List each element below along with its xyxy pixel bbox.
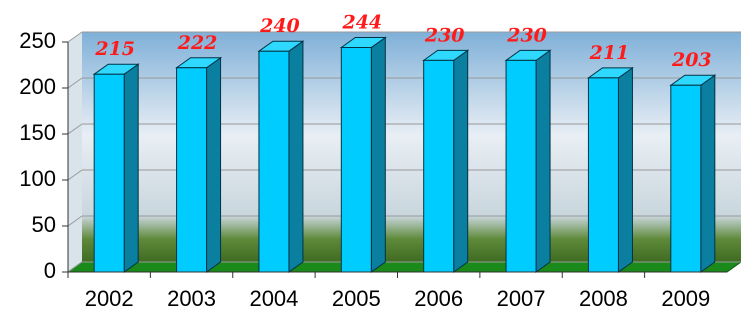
y-tick-label: 250 — [19, 28, 56, 53]
x-tick-label: 2002 — [85, 286, 134, 311]
x-tick-label: 2007 — [497, 286, 546, 311]
y-tick-label: 50 — [32, 212, 56, 237]
x-tick-label: 2009 — [661, 286, 710, 311]
bar-front — [423, 59, 455, 273]
bar-front — [505, 59, 537, 273]
bar — [422, 49, 470, 273]
bar-front — [176, 67, 208, 273]
bar-side — [453, 49, 469, 273]
y-tick-label: 100 — [19, 166, 56, 191]
bar — [504, 49, 552, 273]
bar-front — [587, 77, 619, 273]
bar-side — [206, 56, 222, 273]
x-tick-label: 2005 — [332, 286, 381, 311]
bar — [669, 74, 717, 273]
x-tick-label: 2006 — [414, 286, 463, 311]
bar-front — [93, 73, 125, 273]
side-wall — [68, 32, 82, 272]
bar-front — [258, 50, 290, 273]
value-label: 211 — [589, 42, 630, 64]
floor — [66, 261, 741, 273]
grid-line-side — [67, 261, 83, 273]
bar — [339, 36, 387, 273]
x-tick-label: 2008 — [579, 286, 628, 311]
x-tick-label: 2003 — [167, 286, 216, 311]
bar — [586, 66, 634, 273]
bar-side — [123, 63, 139, 273]
grid-line-side — [67, 169, 83, 181]
y-tick-label: 0 — [44, 258, 56, 283]
bar — [92, 63, 140, 273]
bar-side — [617, 66, 633, 273]
value-label: 244 — [341, 12, 382, 34]
value-label: 230 — [424, 24, 465, 46]
value-label: 203 — [671, 49, 712, 71]
grid-line-side — [67, 215, 83, 227]
bar-side — [288, 40, 304, 273]
bar-side — [370, 36, 386, 273]
bar-front — [670, 84, 702, 273]
grid-line-side — [67, 123, 83, 135]
value-label: 230 — [506, 24, 547, 46]
grid-line-side — [67, 31, 83, 43]
y-tick-label: 150 — [19, 120, 56, 145]
back-wall — [82, 32, 741, 262]
y-tick-label: 200 — [19, 74, 56, 99]
value-label: 240 — [259, 15, 300, 37]
bar-side — [700, 74, 716, 273]
bar — [175, 56, 223, 273]
value-label: 222 — [177, 32, 218, 54]
bar — [257, 40, 305, 273]
grid-line-side — [67, 77, 83, 89]
value-label: 215 — [94, 38, 135, 60]
x-tick-label: 2004 — [249, 286, 298, 311]
bar-side — [535, 49, 551, 273]
bar-front — [340, 47, 372, 273]
